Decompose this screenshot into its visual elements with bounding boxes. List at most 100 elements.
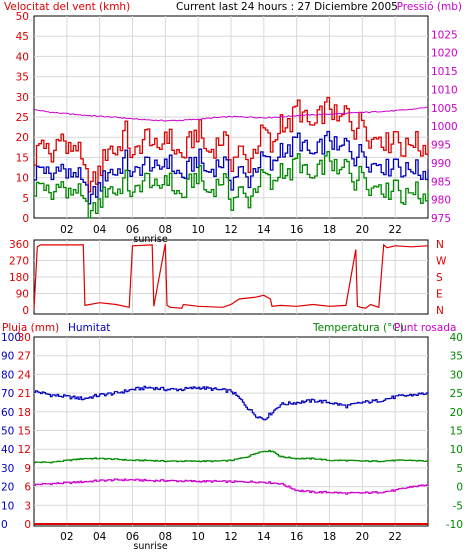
series-wind_max	[34, 96, 429, 193]
wind-tick-label: 35	[16, 72, 29, 84]
weather-hour-label: 14	[257, 531, 271, 543]
pressure-axis-title: Pressió (mb)	[397, 1, 462, 13]
rain-tick-label: 30	[18, 332, 31, 344]
weather-hour-label: 04	[93, 531, 107, 543]
series-humidity	[34, 385, 429, 421]
pressure-tick-label: 980	[431, 195, 451, 207]
wind-tick-label: 5	[22, 193, 29, 205]
pressure-tick-label: 1025	[431, 29, 458, 41]
weather-hour-label: 12	[224, 531, 237, 543]
wind-axis-title: Velocitat del vent (kmh)	[4, 1, 130, 13]
direction-tick-label: 360	[9, 239, 29, 251]
rain-tick-label: 6	[24, 482, 31, 494]
weather-hour-label: 02	[60, 531, 73, 543]
wind-hour-label: 04	[93, 224, 107, 236]
series-dew_point	[34, 478, 429, 495]
weather-hour-label: 06	[126, 531, 140, 543]
pressure-tick-label: 1010	[431, 84, 458, 96]
chart-title: Current last 24 hours : 27 Diciembre 200…	[176, 1, 398, 13]
humidity-tick-label: 90	[1, 351, 14, 363]
wind-tick-label: 45	[16, 31, 29, 43]
wind-tick-label: 20	[16, 132, 29, 144]
pressure-tick-label: 975	[431, 213, 451, 225]
wind-hour-label: 10	[191, 224, 204, 236]
humidity-tick-label: 30	[1, 463, 14, 475]
pressure-tick-label: 985	[431, 176, 451, 188]
series-temperature	[34, 450, 429, 464]
series-direction	[33, 243, 429, 310]
rain-tick-label: 15	[18, 426, 31, 438]
temperature-tick-label: 5	[456, 463, 463, 475]
direction-tick-label: 0	[22, 305, 29, 317]
series-pressure	[33, 106, 429, 122]
rain-tick-label: 12	[18, 444, 31, 456]
wind-sunrise-label: sunrise	[133, 234, 167, 245]
temperature-tick-label: 10	[450, 444, 463, 456]
temperature-tick-label: 25	[450, 388, 463, 400]
pressure-tick-label: 990	[431, 158, 451, 170]
weather-hour-label: 22	[388, 531, 401, 543]
weather-hour-label: 20	[356, 531, 369, 543]
temperature-tick-label: -5	[453, 500, 463, 512]
rain-tick-label: 0	[24, 519, 31, 531]
wind-hour-label: 06	[126, 224, 140, 236]
grid-lines	[34, 16, 428, 526]
wind-hour-label: 16	[290, 224, 304, 236]
temperature-tick-label: 30	[450, 369, 463, 381]
humidity-tick-label: 100	[1, 332, 21, 344]
weather-sunrise-label: sunrise	[133, 541, 167, 552]
wind-hour-label: 20	[356, 224, 369, 236]
temperature-tick-label: -10	[446, 519, 463, 531]
rain-tick-label: 18	[18, 407, 31, 419]
humidity-tick-label: 50	[1, 426, 14, 438]
wind-hour-label: 18	[323, 224, 336, 236]
rain-tick-label: 3	[24, 500, 31, 512]
direction-compass-label: S	[436, 272, 443, 284]
series-wind_gust	[34, 130, 429, 205]
direction-compass-label: W	[436, 256, 447, 268]
wind-hour-label: 08	[159, 224, 172, 236]
rain-axis-title: Pluja (mm)	[2, 322, 59, 334]
rain-tick-label: 9	[24, 463, 31, 475]
wind-tick-label: 50	[16, 11, 29, 23]
wind-tick-label: 15	[16, 152, 29, 164]
humidity-axis-title: Humitat	[68, 322, 110, 334]
pressure-tick-label: 1020	[431, 48, 458, 60]
pressure-tick-label: 995	[431, 140, 451, 152]
temperature-axis-title: Temperatura (°C)	[312, 322, 404, 334]
wind-hour-label: 02	[60, 224, 73, 236]
pressure-tick-label: 1015	[431, 66, 458, 78]
wind-hour-label: 14	[257, 224, 271, 236]
weather-hour-label: 08	[159, 531, 172, 543]
temperature-tick-label: 0	[456, 482, 463, 494]
humidity-tick-label: 60	[1, 407, 14, 419]
series-wind_avg	[34, 151, 429, 219]
weather-hour-label: 10	[191, 531, 204, 543]
pressure-tick-label: 1005	[431, 103, 458, 115]
humidity-tick-label: 10	[1, 500, 14, 512]
direction-compass-label: N	[436, 305, 444, 317]
wind-tick-label: 30	[16, 92, 29, 104]
rain-tick-label: 21	[18, 388, 31, 400]
axes: 0510152025303540455097598098599099510001…	[1, 11, 463, 552]
humidity-tick-label: 20	[1, 482, 14, 494]
rain-tick-label: 27	[18, 351, 31, 363]
dew-point-axis-title: Punt rosada	[394, 322, 456, 334]
wind-tick-label: 40	[16, 51, 29, 63]
pressure-tick-label: 1000	[431, 121, 458, 133]
temperature-tick-label: 40	[450, 332, 463, 344]
wind-hour-label: 22	[388, 224, 401, 236]
rain-tick-label: 24	[18, 369, 32, 381]
wind-hour-label: 12	[224, 224, 237, 236]
direction-compass-label: E	[436, 289, 443, 301]
data-series	[33, 96, 429, 525]
humidity-tick-label: 80	[1, 369, 14, 381]
direction-compass-label: N	[436, 239, 444, 251]
humidity-tick-label: 0	[1, 519, 8, 531]
temperature-tick-label: 15	[450, 426, 463, 438]
weather-hour-label: 18	[323, 531, 336, 543]
humidity-tick-label: 40	[1, 444, 14, 456]
